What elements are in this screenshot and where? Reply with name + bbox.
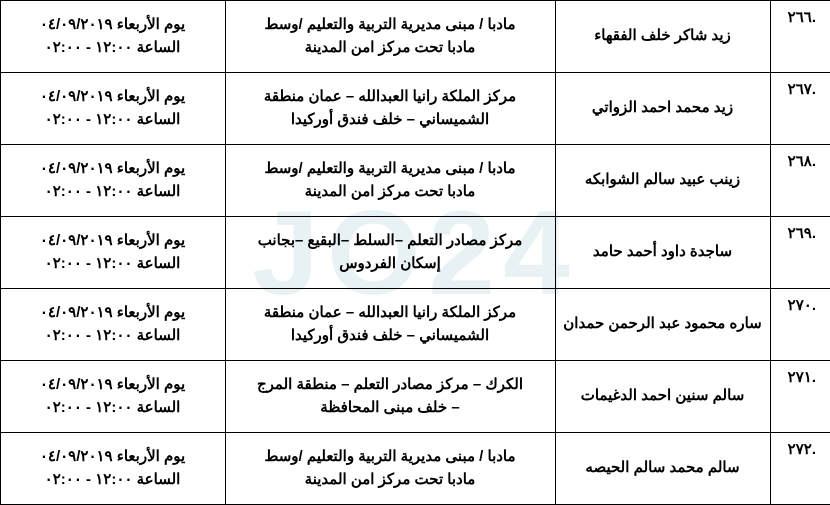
table-row: .٢٦٩ ساجدة داود أحمد حامد مركز مصادر الت… — [0, 217, 830, 289]
location: مركز مصادر التعلم –السلط –البقيع –بجانب … — [225, 217, 555, 289]
location: مادبا / مبنى مديرية التربية والتعليم /وس… — [225, 1, 555, 73]
location-line1: مركز الملكة رانيا العبدالله – عمان منطقة — [232, 86, 549, 109]
date-line: يوم الأربعاء ٠٤/٠٩/٢٠١٩ — [7, 14, 219, 37]
row-number: .٢٧٠ — [770, 289, 830, 361]
time-line: الساعة ١٢:٠٠ - ٠٢:٠٠ — [7, 37, 219, 60]
time-line: الساعة ١٢:٠٠ - ٠٢:٠٠ — [7, 325, 219, 348]
location-line1: مركز مصادر التعلم –السلط –البقيع –بجانب — [232, 230, 549, 253]
datetime: يوم الأربعاء ٠٤/٠٩/٢٠١٩ الساعة ١٢:٠٠ - ٠… — [0, 217, 225, 289]
location: مادبا / مبنى مديرية التربية والتعليم /وس… — [225, 433, 555, 505]
person-name: زيد شاكر خلف الفقهاء — [555, 1, 770, 73]
table-row: .٢٧٠ ساره محمود عبد الرحمن حمدان مركز ال… — [0, 289, 830, 361]
location-line2: مادبا تحت مركز امن المدينة — [232, 181, 549, 204]
location-line2: إسكان الفردوس — [232, 253, 549, 276]
person-name: زينب عبيد سالم الشوابكه — [555, 145, 770, 217]
location-line2: مادبا تحت مركز امن المدينة — [232, 37, 549, 60]
time-line: الساعة ١٢:٠٠ - ٠٢:٠٠ — [7, 181, 219, 204]
row-number: .٢٦٩ — [770, 217, 830, 289]
row-number: .٢٦٨ — [770, 145, 830, 217]
date-line: يوم الأربعاء ٠٤/٠٩/٢٠١٩ — [7, 374, 219, 397]
location-line1: مركز الملكة رانيا العبدالله – عمان منطقة — [232, 302, 549, 325]
location-line1: مادبا / مبنى مديرية التربية والتعليم /وس… — [232, 14, 549, 37]
datetime: يوم الأربعاء ٠٤/٠٩/٢٠١٩ الساعة ١٢:٠٠ - ٠… — [0, 361, 225, 433]
location-line2: الشميساني – خلف فندق أوركيدا — [232, 325, 549, 348]
date-line: يوم الأربعاء ٠٤/٠٩/٢٠١٩ — [7, 230, 219, 253]
time-line: الساعة ١٢:٠٠ - ٠٢:٠٠ — [7, 469, 219, 492]
datetime: يوم الأربعاء ٠٤/٠٩/٢٠١٩ الساعة ١٢:٠٠ - ٠… — [0, 73, 225, 145]
location-line1: مادبا / مبنى مديرية التربية والتعليم /وس… — [232, 158, 549, 181]
table-row: .٢٦٧ زيد محمد احمد الزواتي مركز الملكة ر… — [0, 73, 830, 145]
location-line2: مادبا تحت مركز امن المدينة — [232, 469, 549, 492]
schedule-table: .٢٦٦ زيد شاكر خلف الفقهاء مادبا / مبنى م… — [0, 0, 830, 505]
person-name: سالم سنين احمد الدغيمات — [555, 361, 770, 433]
time-line: الساعة ١٢:٠٠ - ٠٢:٠٠ — [7, 253, 219, 276]
row-number: .٢٦٧ — [770, 73, 830, 145]
row-number: .٢٦٦ — [770, 1, 830, 73]
table-row: .٢٦٨ زينب عبيد سالم الشوابكه مادبا / مبن… — [0, 145, 830, 217]
location: مادبا / مبنى مديرية التربية والتعليم /وس… — [225, 145, 555, 217]
datetime: يوم الأربعاء ٠٤/٠٩/٢٠١٩ الساعة ١٢:٠٠ - ٠… — [0, 289, 225, 361]
date-line: يوم الأربعاء ٠٤/٠٩/٢٠١٩ — [7, 86, 219, 109]
table-row: .٢٦٦ زيد شاكر خلف الفقهاء مادبا / مبنى م… — [0, 1, 830, 73]
person-name: ساجدة داود أحمد حامد — [555, 217, 770, 289]
date-line: يوم الأربعاء ٠٤/٠٩/٢٠١٩ — [7, 302, 219, 325]
location: الكرك – مركز مصادر التعلم – منطقة المرج … — [225, 361, 555, 433]
datetime: يوم الأربعاء ٠٤/٠٩/٢٠١٩ الساعة ١٢:٠٠ - ٠… — [0, 1, 225, 73]
location-line1: الكرك – مركز مصادر التعلم – منطقة المرج — [232, 374, 549, 397]
location-line2: الشميساني – خلف فندق أوركيدا — [232, 109, 549, 132]
date-line: يوم الأربعاء ٠٤/٠٩/٢٠١٩ — [7, 446, 219, 469]
table-row: .٢٧١ سالم سنين احمد الدغيمات الكرك – مرك… — [0, 361, 830, 433]
person-name: ساره محمود عبد الرحمن حمدان — [555, 289, 770, 361]
table-body: .٢٦٦ زيد شاكر خلف الفقهاء مادبا / مبنى م… — [0, 1, 830, 505]
location: مركز الملكة رانيا العبدالله – عمان منطقة… — [225, 73, 555, 145]
location-line2: – خلف مبنى المحافظة — [232, 397, 549, 420]
location-line1: مادبا / مبنى مديرية التربية والتعليم /وس… — [232, 446, 549, 469]
datetime: يوم الأربعاء ٠٤/٠٩/٢٠١٩ الساعة ١٢:٠٠ - ٠… — [0, 433, 225, 505]
time-line: الساعة ١٢:٠٠ - ٠٢:٠٠ — [7, 397, 219, 420]
location: مركز الملكة رانيا العبدالله – عمان منطقة… — [225, 289, 555, 361]
person-name: سالم محمد سالم الحيصه — [555, 433, 770, 505]
datetime: يوم الأربعاء ٠٤/٠٩/٢٠١٩ الساعة ١٢:٠٠ - ٠… — [0, 145, 225, 217]
row-number: .٢٧١ — [770, 361, 830, 433]
row-number: .٢٧٢ — [770, 433, 830, 505]
time-line: الساعة ١٢:٠٠ - ٠٢:٠٠ — [7, 109, 219, 132]
table-row: .٢٧٢ سالم محمد سالم الحيصه مادبا / مبنى … — [0, 433, 830, 505]
date-line: يوم الأربعاء ٠٤/٠٩/٢٠١٩ — [7, 158, 219, 181]
person-name: زيد محمد احمد الزواتي — [555, 73, 770, 145]
